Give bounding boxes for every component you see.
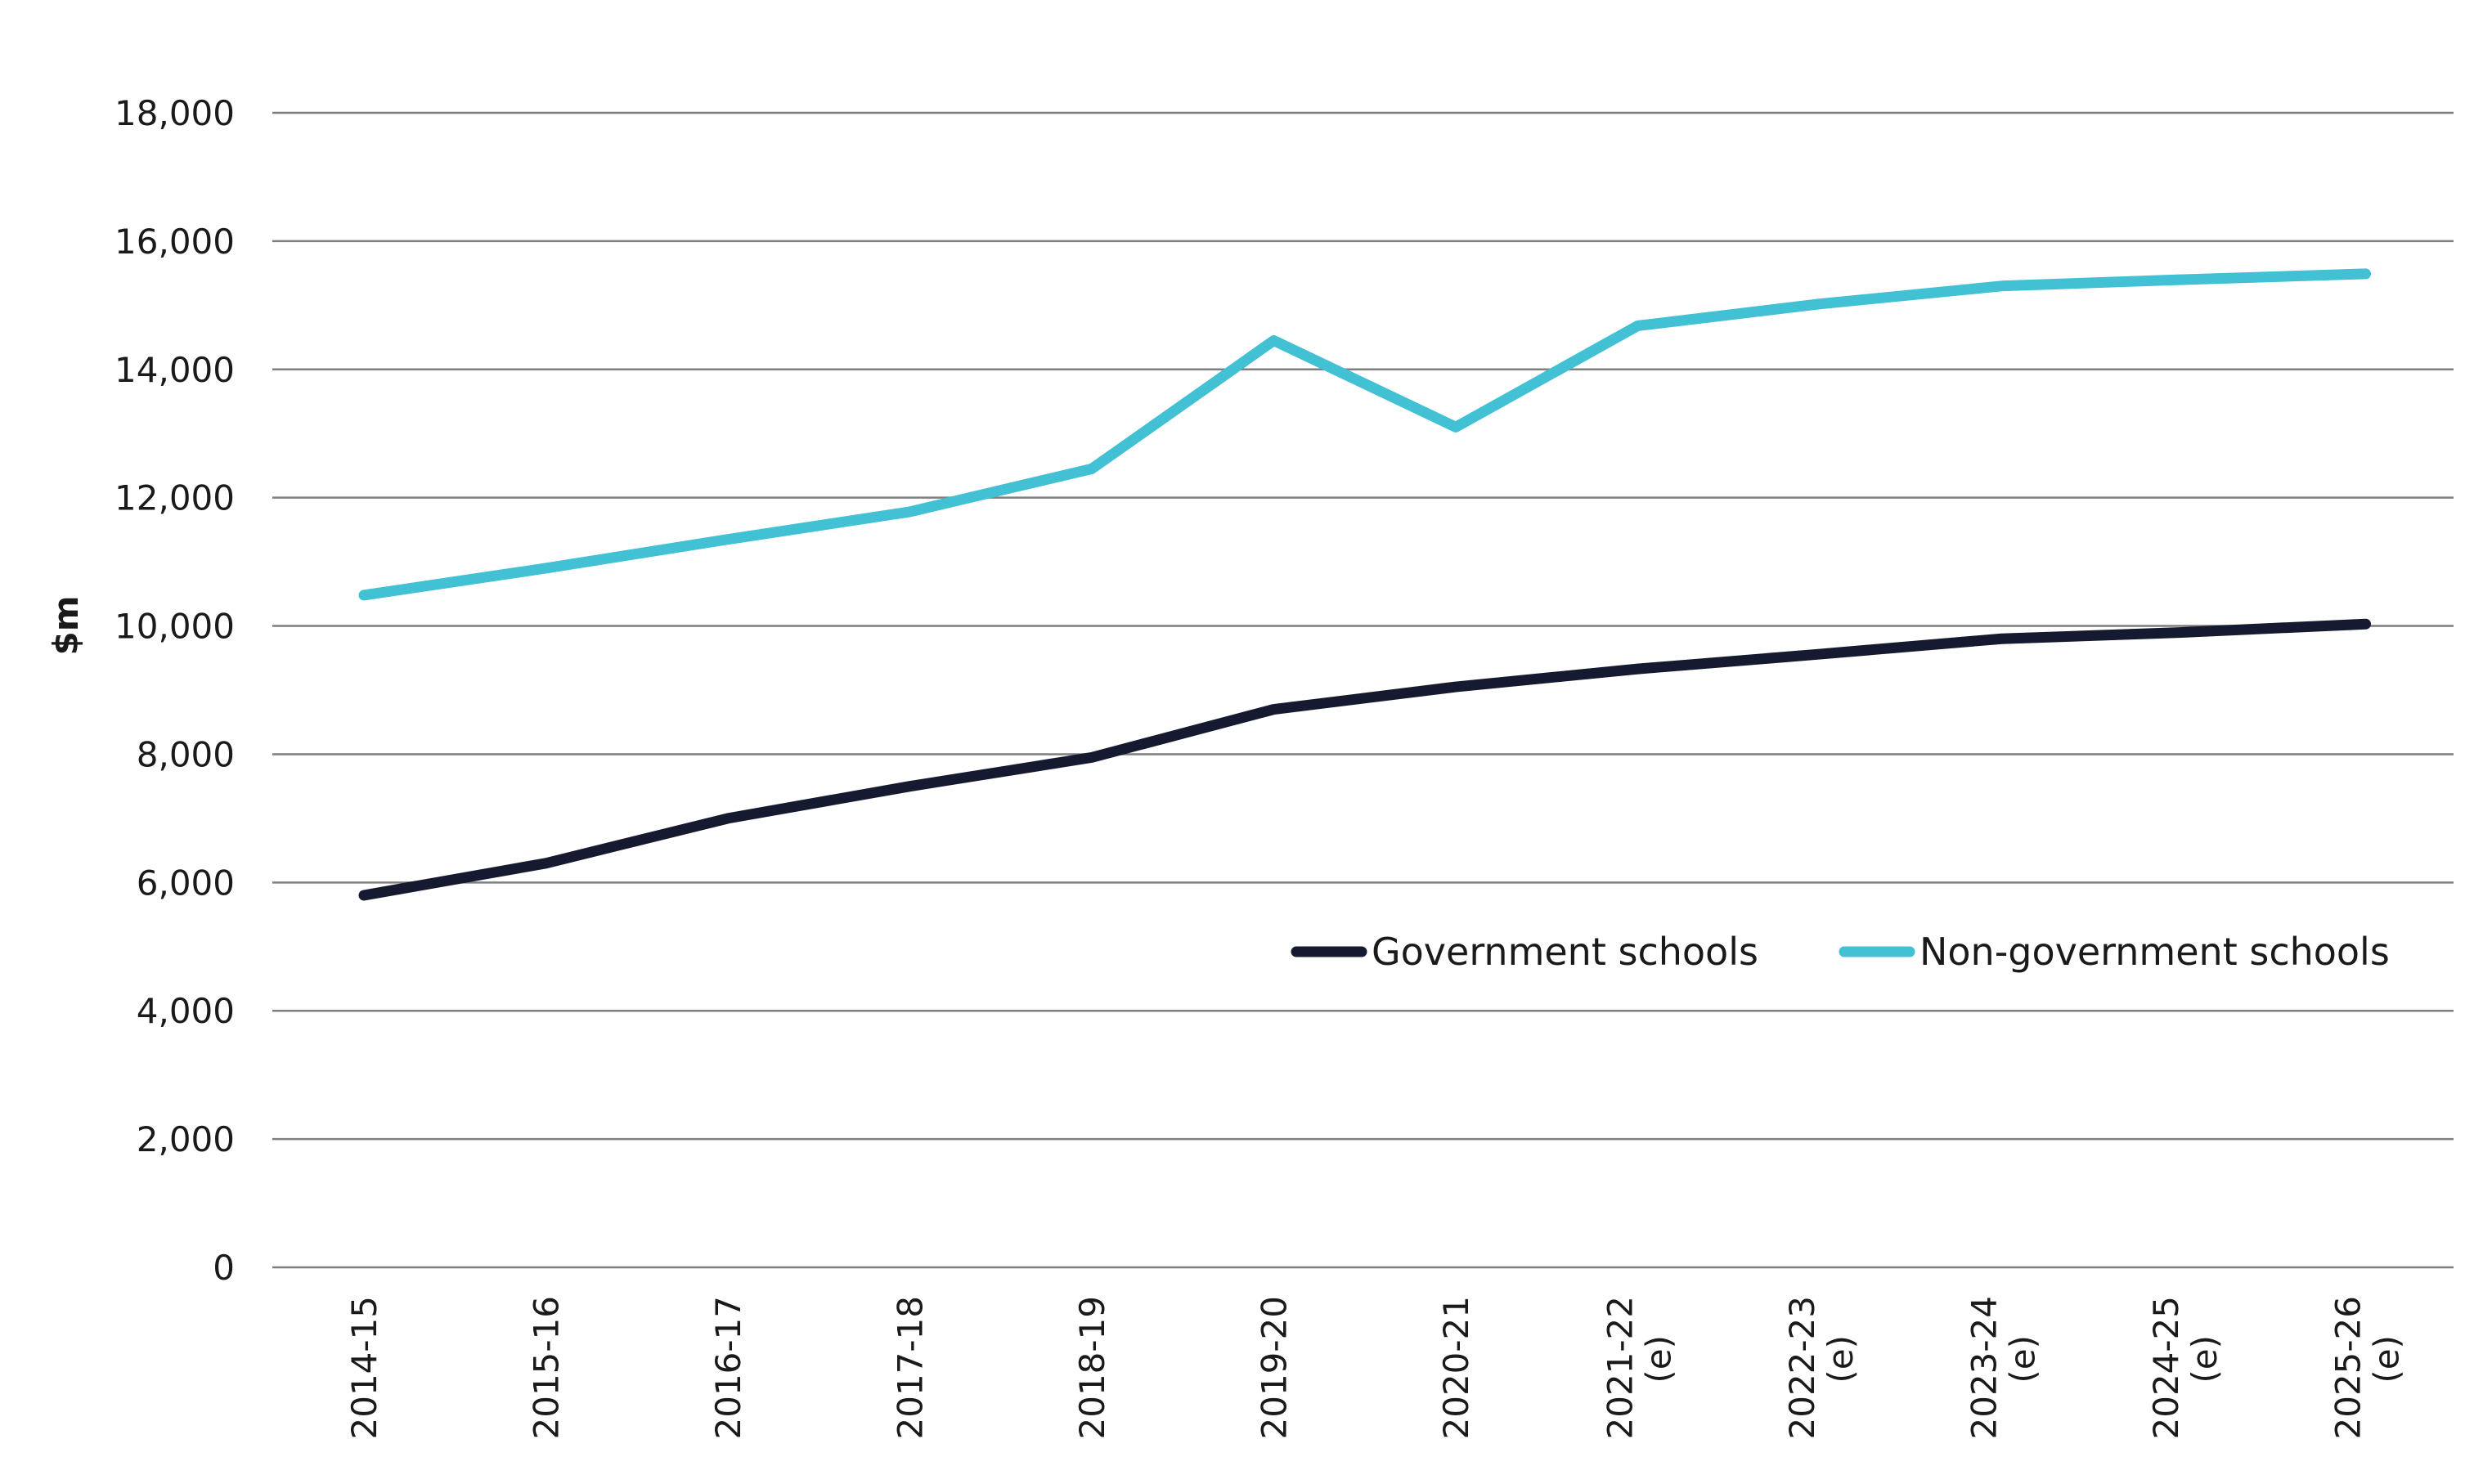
legend-label: Government schools	[1372, 930, 1758, 974]
x-tick-label-estimate: (e)	[2367, 1335, 2407, 1383]
x-tick-label: 2020-21	[1436, 1296, 1476, 1440]
x-axis-ticks: 2014-15 2015-16 2016-17 2017-18 2018-19 2019-…	[344, 1296, 2407, 1440]
x-tick-label-year: 2017-18	[891, 1296, 931, 1440]
x-tick-label-year: 2014-15	[344, 1296, 384, 1440]
x-tick-label: 2022-23(e)	[1782, 1296, 1861, 1440]
x-tick-label-year: 2022-23	[1782, 1296, 1822, 1440]
x-tick-label-year: 2020-21	[1436, 1296, 1476, 1440]
y-tick-label: 14,000	[114, 350, 235, 390]
y-tick-label: 4,000	[137, 991, 235, 1031]
y-tick-label: 6,000	[137, 863, 235, 903]
x-tick-label: 2016-17	[708, 1296, 748, 1440]
x-tick-label: 2025-26(e)	[2328, 1296, 2407, 1440]
x-tick-label-year: 2025-26	[2328, 1296, 2368, 1440]
series-lines	[358, 268, 2371, 901]
series-line-non-government	[358, 268, 2371, 601]
x-tick-label-year: 2018-19	[1072, 1296, 1112, 1440]
series-line-government	[358, 618, 2371, 901]
y-tick-label: 2,000	[137, 1119, 235, 1159]
y-tick-label: 12,000	[114, 478, 235, 518]
x-tick-label-year: 2024-25	[2146, 1296, 2186, 1440]
x-tick-label: 2024-25(e)	[2146, 1296, 2225, 1440]
y-axis-label: $m	[46, 596, 86, 656]
gridlines	[272, 111, 2454, 1269]
y-tick-label: 8,000	[137, 734, 235, 774]
x-tick-label: 2023-24(e)	[1964, 1296, 2043, 1440]
x-tick-label: 2021-22(e)	[1601, 1296, 1679, 1440]
x-tick-label-estimate: (e)	[2003, 1335, 2043, 1383]
y-tick-label: 16,000	[114, 222, 235, 262]
x-tick-label-estimate: (e)	[2184, 1335, 2225, 1383]
y-tick-label: 18,000	[114, 93, 235, 133]
x-tick-label-year: 2021-22	[1601, 1296, 1641, 1440]
x-tick-label: 2017-18	[891, 1296, 931, 1440]
x-tick-label: 2015-16	[527, 1296, 567, 1440]
legend-label: Non-government schools	[1919, 930, 2390, 974]
x-tick-label: 2019-20	[1255, 1296, 1295, 1440]
x-tick-label: 2018-19	[1072, 1296, 1112, 1440]
y-axis-ticks: 0 2,000 4,000 6,000 8,000 10,000 12,000 14,000 1…	[114, 93, 235, 1288]
x-tick-label-year: 2016-17	[708, 1296, 748, 1440]
y-tick-label: 10,000	[114, 607, 235, 647]
x-tick-label: 2014-15	[344, 1296, 384, 1440]
x-tick-label-estimate: (e)	[1639, 1335, 1679, 1383]
x-tick-label-estimate: (e)	[1821, 1335, 1861, 1383]
y-tick-label: 0	[213, 1248, 235, 1288]
legend: Government schools Non-government schools	[1291, 930, 2390, 974]
x-tick-label-year: 2015-16	[527, 1296, 567, 1440]
x-tick-label-year: 2019-20	[1255, 1296, 1295, 1440]
x-tick-label-year: 2023-24	[1964, 1296, 2005, 1440]
